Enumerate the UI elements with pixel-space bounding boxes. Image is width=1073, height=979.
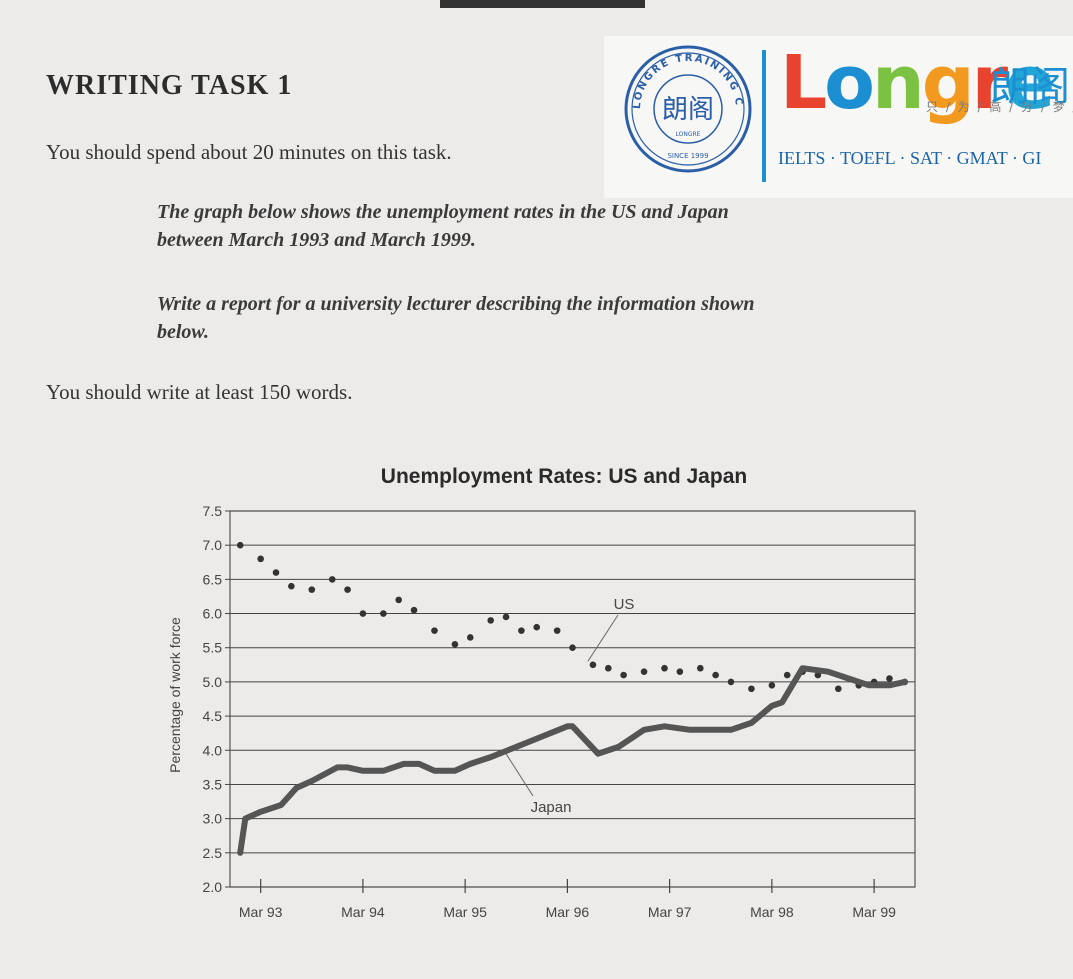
ytick-label-2.5: 2.5 — [203, 845, 223, 861]
xtick-label-3: Mar 96 — [546, 904, 590, 920]
japan-label-leader — [505, 753, 534, 797]
us-series-label: US — [614, 596, 635, 613]
xtick-label-4: Mar 97 — [648, 904, 692, 920]
us-label-leader — [587, 614, 619, 662]
us-point — [768, 682, 776, 689]
task-description-line-1: The graph below shows the unemployment r… — [157, 201, 729, 223]
us-point — [569, 644, 576, 652]
us-point — [431, 627, 438, 634]
top-edge-bar — [440, 0, 645, 8]
chart-grid — [229, 510, 916, 888]
word-count-instruction: You should write at least 150 words. — [46, 380, 353, 404]
us-point — [288, 582, 295, 590]
y-axis-label: Percentage of work force — [167, 617, 183, 773]
longre-seal-icon: LONGRE TRAINING CENTER 朗阁 LONGRE SINCE 1… — [604, 36, 766, 182]
brand-chinese-name: 朗阁 — [990, 64, 1070, 110]
xtick-label-6: Mar 99 — [852, 904, 896, 920]
us-point — [640, 668, 648, 675]
task-heading: WRITING TASK 1 — [46, 70, 293, 101]
plot-area-frame — [229, 510, 916, 888]
us-point — [359, 610, 367, 617]
chart-annotations: US Japan — [505, 596, 635, 816]
unemployment-chart: Unemployment Rates: US and Japan 2.0 2.5 3… — [167, 465, 916, 920]
us-point — [466, 634, 474, 641]
us-point — [518, 627, 525, 634]
ytick-label-6.0: 6.0 — [203, 606, 223, 622]
us-point — [395, 596, 402, 604]
task-description: The graph below shows the unemployment r… — [157, 198, 917, 254]
brand-slogan: 只 / 为 / 高 / 分 / 梦 / — [926, 100, 1073, 114]
us-point — [727, 678, 735, 686]
us-point — [308, 586, 316, 593]
us-point — [712, 671, 719, 679]
us-point — [620, 671, 627, 679]
task-description-line-2: between March 1993 and March 1999. — [157, 229, 476, 251]
report-instruction: Write a report for a university lecturer… — [157, 290, 917, 346]
ytick-label-3.5: 3.5 — [203, 776, 223, 792]
us-point — [661, 664, 668, 672]
us-point — [533, 623, 541, 631]
report-instruction-line-1: Write a report for a university lecturer… — [157, 293, 755, 315]
x-axis-ticks: Mar 93 Mar 94 Mar 95 Mar 96 Mar 97 Mar 98 Mar … — [239, 879, 896, 920]
us-point — [236, 541, 244, 549]
us-point — [380, 610, 387, 617]
brand-wordmark: Longre — [780, 40, 1055, 126]
report-instruction-line-2: below. — [157, 321, 210, 343]
us-point — [451, 641, 459, 648]
us-point — [502, 613, 510, 621]
xtick-label-5: Mar 98 — [750, 904, 794, 920]
us-point — [344, 586, 351, 593]
chart-series — [236, 541, 909, 856]
us-point — [257, 555, 264, 563]
longre-logo: LONGRE TRAINING CENTER 朗阁 LONGRE SINCE 1… — [604, 36, 1073, 198]
ytick-label-5.5: 5.5 — [203, 640, 223, 656]
us-point — [835, 685, 842, 693]
us-point — [328, 576, 336, 583]
chart-title: Unemployment Rates: US and Japan — [381, 465, 747, 488]
ytick-label-4.0: 4.0 — [203, 742, 223, 758]
us-point — [696, 664, 704, 672]
xtick-label-2: Mar 95 — [443, 904, 487, 920]
time-instruction: You should spend about 20 minutes on thi… — [46, 140, 452, 164]
japan-line — [237, 665, 908, 856]
logo-divider — [762, 50, 766, 182]
ytick-label-4.5: 4.5 — [203, 708, 223, 724]
us-point — [783, 671, 791, 679]
ytick-label-7.0: 7.0 — [203, 537, 223, 553]
us-point — [604, 664, 612, 672]
ytick-label-2.0: 2.0 — [203, 879, 223, 895]
brand-test-list: IELTS · TOEFL · SAT · GMAT · GI — [778, 148, 1042, 168]
seal-small-text: LONGRE — [676, 131, 701, 138]
us-point — [748, 685, 755, 693]
us-point — [886, 675, 893, 682]
ytick-label-3.0: 3.0 — [203, 811, 223, 827]
us-point — [553, 627, 561, 634]
ytick-label-7.5: 7.5 — [203, 503, 223, 519]
us-point — [589, 661, 597, 669]
seal-center-text: 朗阁 — [662, 95, 714, 125]
ytick-label-5.0: 5.0 — [203, 674, 223, 690]
japan-series-label: Japan — [531, 799, 572, 816]
seal-since-text: SINCE 1999 — [667, 152, 708, 160]
xtick-label-0: Mar 93 — [239, 904, 283, 920]
us-point — [676, 668, 684, 675]
xtick-label-1: Mar 94 — [341, 904, 385, 920]
ytick-label-6.5: 6.5 — [203, 571, 223, 587]
us-point — [272, 569, 280, 576]
y-axis-ticks: 2.0 2.5 3.0 3.5 4.0 4.5 5.0 5.5 6.0 6.5 7.0 7.5 — [203, 503, 230, 895]
us-point — [410, 606, 418, 614]
us-point — [487, 617, 495, 624]
